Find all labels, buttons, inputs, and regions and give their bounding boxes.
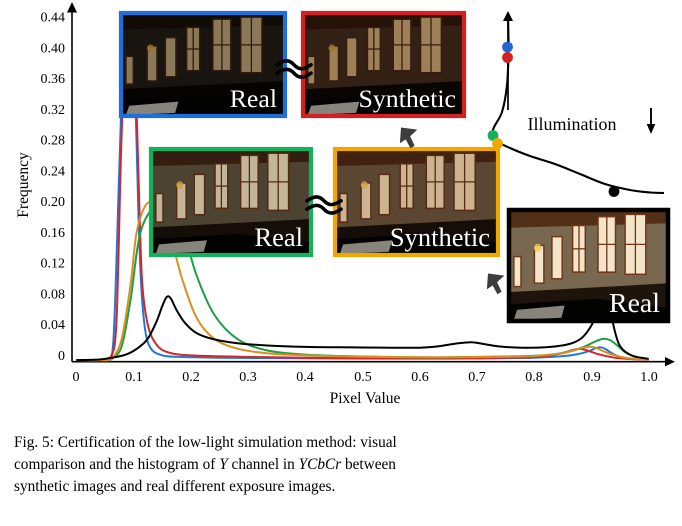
svg-text:synthetic images and real diff: synthetic images and real different expo… xyxy=(14,478,335,495)
svg-text:comparison and the histogram o: comparison and the histogram of Y channe… xyxy=(14,456,396,473)
svg-text:Fig. 5: Certification of the l: Fig. 5: Certification of the low-light s… xyxy=(14,434,397,451)
